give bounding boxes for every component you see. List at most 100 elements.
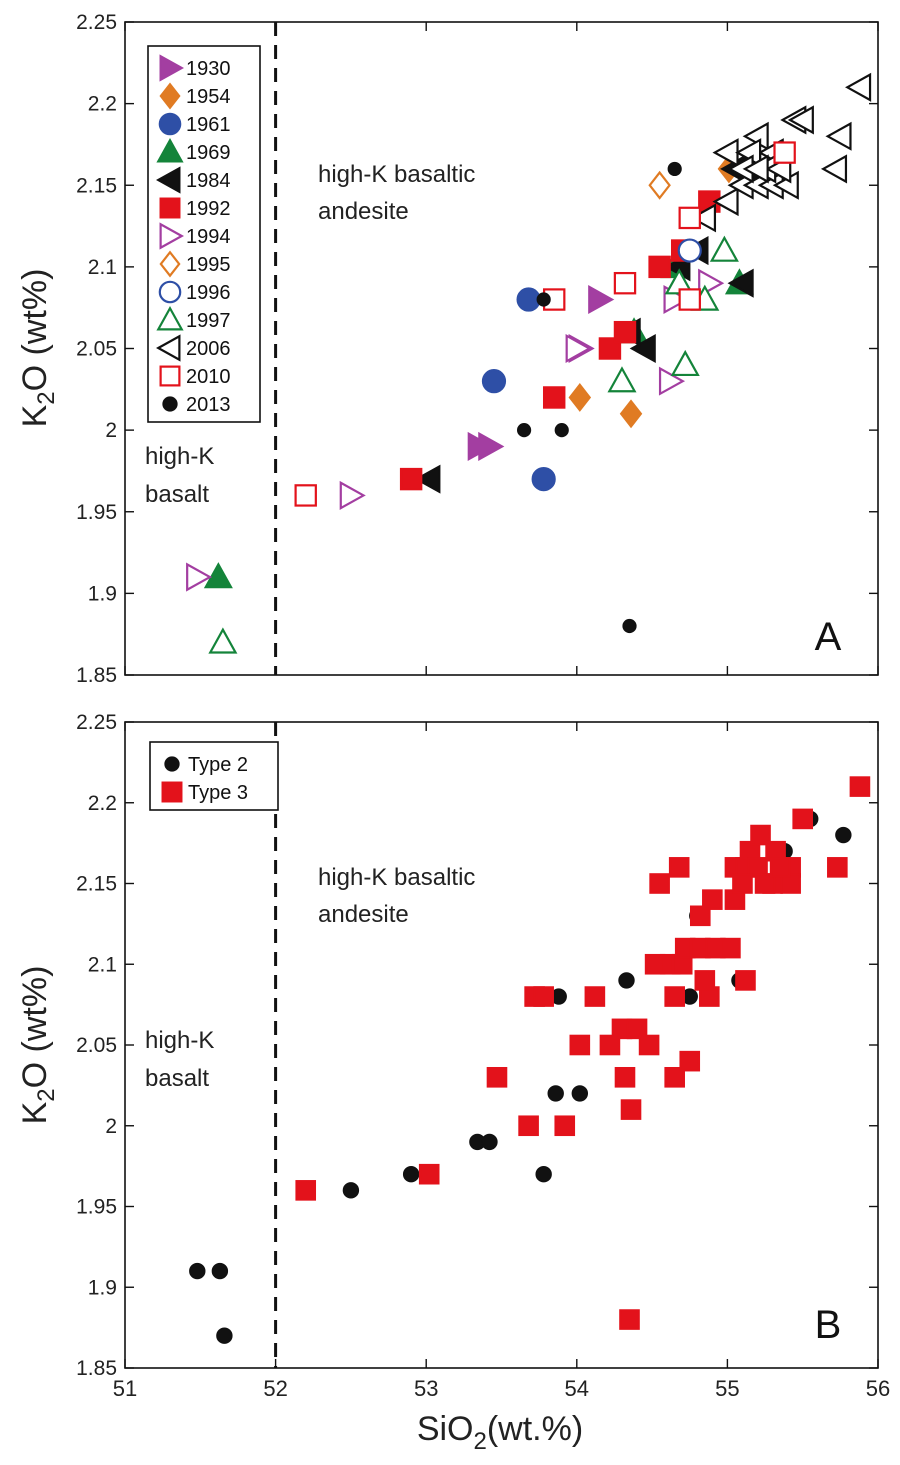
- data-point: [203, 562, 233, 589]
- legend-label: 1996: [186, 282, 231, 304]
- y-tick-label: 1.95: [76, 1196, 117, 1219]
- data-point: [531, 467, 556, 492]
- legend-marker: [156, 166, 181, 194]
- data-point: [402, 1166, 420, 1183]
- data-point: [678, 206, 701, 230]
- region-label-basalt-line2: basalt: [145, 481, 209, 508]
- panel-a: 1.85 1.9 1.95 2 2.05 2.1 2.15 2.2 2.25 high-K bas…: [76, 11, 879, 687]
- data-point: [769, 857, 791, 878]
- legend-box: [147, 45, 261, 423]
- x-tick-label: 55: [715, 1376, 739, 1401]
- legend-label: Type 3: [188, 782, 248, 804]
- data-point: [533, 986, 554, 1007]
- data-point: [216, 1327, 233, 1344]
- data-point: [339, 480, 366, 510]
- data-point: [535, 1166, 552, 1183]
- x-axis-title: SiO2(wt.%): [417, 1410, 583, 1455]
- data-point: [518, 1115, 539, 1137]
- legend: 1930 1954 1961 1969 1984 1992 1994 1995 1996 1997…: [147, 45, 261, 423]
- legend-label: 1997: [186, 310, 231, 332]
- y-tick-label: 2: [105, 1115, 117, 1138]
- panel-label: A: [815, 615, 842, 659]
- legend-marker: [156, 306, 184, 331]
- y-tick-label: 1.9: [88, 1276, 117, 1299]
- data-point: [486, 1066, 508, 1088]
- data-point: [664, 986, 685, 1007]
- data-point: [732, 873, 753, 894]
- data-point: [399, 467, 423, 491]
- data-point: [668, 857, 690, 878]
- data-point: [629, 333, 656, 364]
- legend-marker: [156, 138, 184, 163]
- data-point: [670, 349, 700, 377]
- region-label-basalt-line1: high-K: [145, 1027, 214, 1054]
- data-point: [694, 970, 716, 991]
- legend-marker: [158, 112, 182, 136]
- data-point: [588, 285, 615, 315]
- data-point: [754, 873, 776, 894]
- legend-marker: [158, 280, 182, 304]
- data-point: [792, 808, 813, 830]
- data-point: [294, 484, 317, 507]
- data-point: [418, 1163, 440, 1185]
- series-2013: [516, 161, 682, 634]
- series-1996: [677, 238, 702, 263]
- legend-marker: [159, 222, 184, 250]
- y-tick-label: 2.1: [88, 953, 117, 976]
- data-point: [649, 873, 670, 894]
- data-point: [614, 1066, 636, 1088]
- data-point: [727, 268, 754, 298]
- y-tick-label: 2.2: [88, 93, 117, 116]
- legend-label: 2013: [186, 394, 231, 416]
- legend-label: 1961: [186, 114, 231, 136]
- y-tick-label: 1.85: [76, 664, 117, 687]
- y-tick-label: 2.25: [76, 711, 117, 734]
- data-point: [820, 154, 848, 184]
- y-tick-label: 2.25: [76, 11, 117, 34]
- data-point: [773, 141, 796, 164]
- y-tick-label: 2.05: [76, 338, 117, 361]
- legend-marker: [159, 250, 181, 278]
- y-axis-title: K2O (wt%): [16, 966, 60, 1125]
- legend-label: 2010: [186, 366, 231, 388]
- data-point: [618, 972, 635, 989]
- data-point: [825, 121, 852, 151]
- legend-label: 1995: [186, 254, 231, 276]
- y-tick-label: 2.1: [88, 256, 117, 279]
- data-point: [664, 1066, 685, 1088]
- data-point: [189, 1262, 206, 1280]
- legend-marker: [164, 756, 180, 772]
- legend: Type 2 Type 3: [149, 741, 279, 811]
- data-point: [735, 970, 756, 991]
- data-point: [648, 255, 671, 279]
- data-point: [536, 292, 551, 307]
- data-point: [613, 271, 637, 295]
- data-point: [849, 776, 871, 797]
- y-tick-label: 2.05: [76, 1034, 117, 1057]
- legend-marker: [159, 365, 181, 387]
- legend-label: 1969: [186, 142, 231, 164]
- data-point: [208, 627, 238, 654]
- legend-label: 1994: [186, 226, 231, 248]
- y-tick-label: 2.2: [88, 792, 117, 815]
- data-point: [554, 1115, 576, 1137]
- region-label-andesite-line1: high-K basaltic: [318, 161, 475, 188]
- data-point: [186, 562, 213, 592]
- data-point: [619, 399, 643, 429]
- series-1961: [481, 287, 556, 492]
- region-label-basalt-line2: basalt: [145, 1065, 209, 1092]
- data-point: [667, 161, 682, 177]
- x-tick-label: 56: [866, 1376, 890, 1401]
- data-point: [827, 857, 848, 878]
- legend-marker: [159, 82, 181, 110]
- plot-frame: [124, 721, 879, 1369]
- data-point: [678, 288, 701, 311]
- data-point: [481, 369, 507, 394]
- data-point: [542, 386, 566, 409]
- region-label-andesite-line1: high-K basaltic: [318, 864, 475, 891]
- data-point: [414, 464, 441, 494]
- data-point: [845, 72, 872, 102]
- data-point: [720, 937, 741, 959]
- data-point: [516, 287, 541, 312]
